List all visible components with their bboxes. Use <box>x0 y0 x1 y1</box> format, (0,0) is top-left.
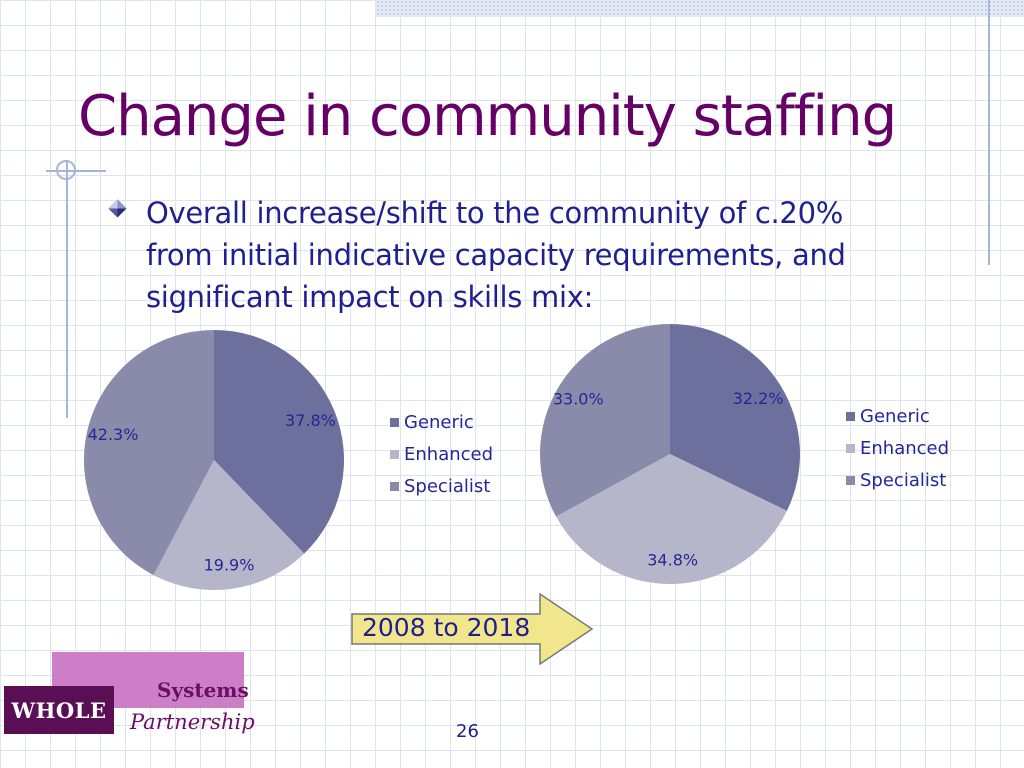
pie2-legend-swatch-enhanced <box>846 444 855 453</box>
crosshair-icon <box>56 160 76 180</box>
pie1-slice-generic <box>214 330 345 554</box>
pie1-label-enhanced: 19.9% <box>204 556 255 575</box>
pie1-legend-swatch-specialist <box>390 482 399 491</box>
slide-title: Change in community staffing <box>78 84 897 149</box>
pie1-slice-specialist <box>84 330 215 576</box>
pie2-label-generic: 32.2% <box>733 389 784 408</box>
pie1-legend-swatch-enhanced <box>390 450 399 459</box>
right-vertical-rule <box>988 0 990 265</box>
pie1-legend-enhanced: Enhanced <box>404 444 493 465</box>
pie2-slice-specialist <box>540 324 670 517</box>
logo-whole-text: WHOLE <box>4 686 114 734</box>
arrow-shape <box>351 592 594 666</box>
pie2-slice-enhanced <box>556 454 787 584</box>
bullet-text: Overall increase/shift to the community … <box>146 196 846 314</box>
pie1-label-generic: 37.8% <box>285 411 336 430</box>
pie1-label-specialist: 42.3% <box>88 425 139 444</box>
logo-systems-text: Systems <box>157 678 249 702</box>
page-number: 26 <box>456 721 479 742</box>
pie1-legend-specialist: Specialist <box>404 476 490 497</box>
pie2-legend-specialist: Specialist <box>860 470 946 491</box>
pie1-legend-generic: Generic <box>404 412 474 433</box>
left-vertical-rule <box>66 160 68 418</box>
arrow-label: 2008 to 2018 <box>362 613 531 642</box>
logo-partnership-text: Partnership <box>130 710 255 734</box>
pie1-slice-enhanced <box>153 460 305 590</box>
pie2-legend-swatch-generic <box>846 412 855 421</box>
pie2-label-enhanced: 34.8% <box>647 551 698 570</box>
diamond-bullet-icon <box>108 199 127 218</box>
left-horizontal-rule <box>46 170 106 172</box>
pie2-slice-generic <box>670 324 800 511</box>
pie2-legend-enhanced: Enhanced <box>860 438 949 459</box>
top-decor-band <box>376 0 1024 17</box>
pie2-label-specialist: 33.0% <box>553 390 604 409</box>
pie1-legend-swatch-generic <box>390 418 399 427</box>
pie2-legend-generic: Generic <box>860 406 930 427</box>
pie2-legend-swatch-specialist <box>846 476 855 485</box>
